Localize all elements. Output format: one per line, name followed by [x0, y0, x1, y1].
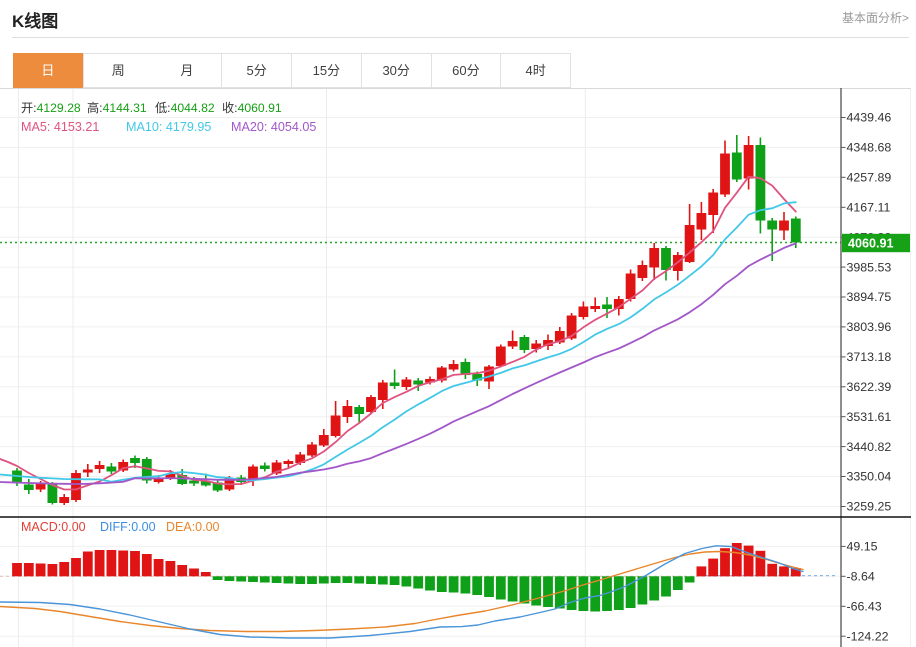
svg-text:4060.91: 4060.91 [848, 237, 894, 251]
svg-text:4439.46: 4439.46 [847, 111, 892, 125]
svg-text:3985.53: 3985.53 [847, 260, 892, 274]
svg-text:3531.61: 3531.61 [847, 410, 892, 424]
svg-text:3259.25: 3259.25 [847, 500, 892, 514]
svg-text:3713.18: 3713.18 [847, 350, 892, 364]
svg-text:-124.22: -124.22 [847, 629, 889, 643]
svg-text:-8.64: -8.64 [847, 570, 875, 584]
svg-text:3803.96: 3803.96 [847, 320, 892, 334]
svg-text:4167.11: 4167.11 [847, 201, 891, 215]
svg-text:4348.68: 4348.68 [847, 141, 892, 155]
svg-text:49.15: 49.15 [847, 540, 878, 554]
svg-text:3622.39: 3622.39 [847, 380, 892, 394]
svg-text:3440.82: 3440.82 [847, 440, 892, 454]
svg-text:-66.43: -66.43 [847, 600, 882, 614]
svg-text:3894.75: 3894.75 [847, 290, 892, 304]
svg-text:4257.89: 4257.89 [847, 171, 892, 185]
svg-text:3350.04: 3350.04 [847, 470, 892, 484]
